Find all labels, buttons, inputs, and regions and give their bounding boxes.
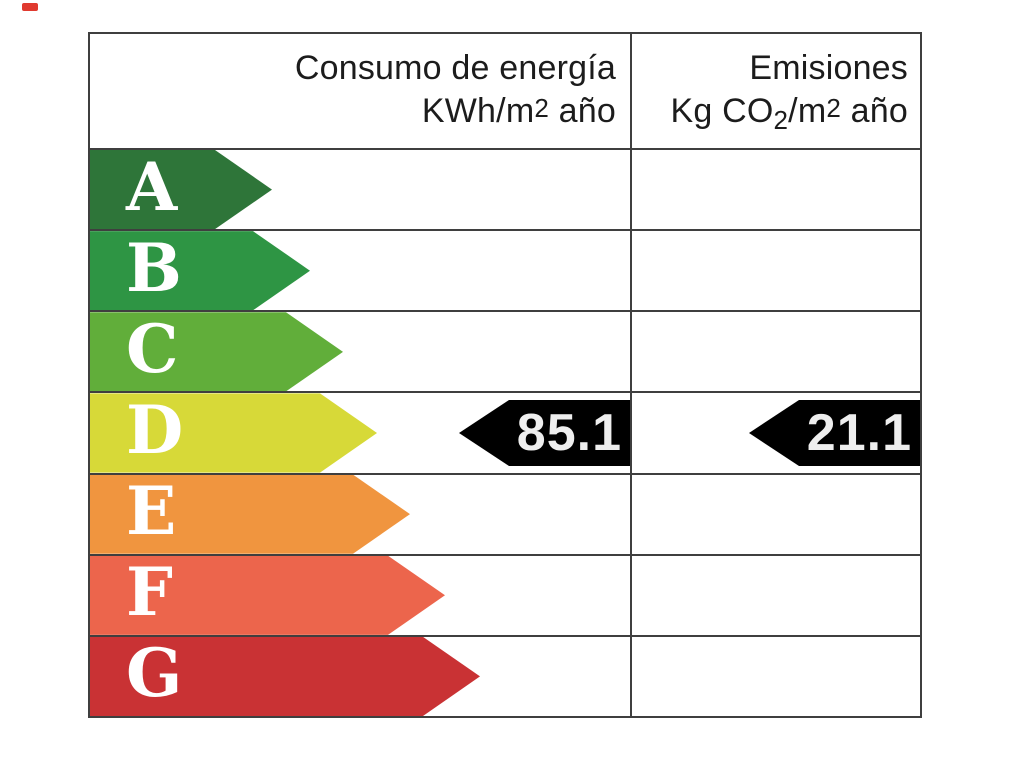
consumo-cell-b: B [90, 231, 630, 310]
rating-letter: D [126, 390, 184, 469]
rating-row-a: A [90, 148, 920, 230]
rating-letter: B [126, 228, 182, 307]
emisiones-cell-f [630, 555, 920, 635]
emisiones-header: Emisiones Kg CO2/m2 año [630, 34, 920, 148]
consumo-value: 85.1 [516, 403, 622, 462]
emisiones-cell-g [630, 636, 920, 716]
emisiones-value: 21.1 [806, 403, 912, 462]
emisiones-indicator-arrow: 21.1 [749, 399, 920, 466]
rating-arrow-e: E [90, 475, 410, 554]
rating-arrow-f: F [90, 556, 445, 635]
rating-letter: F [126, 553, 173, 632]
rating-arrow-g: G [90, 637, 480, 716]
rating-row-g: G [90, 634, 920, 716]
consumo-header: Consumo de energía KWh/m2 año [90, 34, 630, 148]
energy-rating-table: Consumo de energía KWh/m2 año Emisiones … [88, 32, 922, 718]
consumo-unit: KWh/m2 año [421, 92, 616, 130]
rating-letter: G [126, 634, 183, 713]
rating-letter: A [126, 147, 178, 226]
rating-row-e: E [90, 472, 920, 554]
rating-arrow-b: B [90, 231, 310, 310]
emisiones-cell-a [630, 150, 920, 230]
consumo-cell-c: C [90, 312, 630, 391]
consumo-indicator-arrow: 85.1 [459, 399, 630, 466]
rating-row-d: D 85.1 21.1 [90, 391, 920, 473]
corner-red-mark [22, 3, 38, 11]
rating-arrow-d: D [90, 393, 377, 472]
consumo-cell-f: F [90, 556, 630, 635]
rating-row-c: C [90, 310, 920, 392]
consumo-cell-e: E [90, 475, 630, 554]
rating-row-f: F [90, 553, 920, 635]
emisiones-cell-c [630, 312, 920, 392]
emisiones-cell-b [630, 231, 920, 311]
rating-arrow-c: C [90, 312, 343, 391]
table-header: Consumo de energía KWh/m2 año Emisiones … [90, 34, 920, 148]
emisiones-unit: Kg CO2/m2 año [670, 92, 908, 135]
rating-row-b: B [90, 229, 920, 311]
consumo-cell-a: A [90, 150, 630, 229]
rating-rows: A B C D 85.1 21.1 E F G [90, 148, 920, 716]
emisiones-title: Emisiones [749, 49, 908, 87]
emisiones-cell-e [630, 474, 920, 554]
consumo-cell-g: G [90, 637, 630, 716]
rating-letter: E [126, 472, 177, 551]
consumo-indicator-wrap: 85.1 [459, 393, 630, 472]
rating-arrow-a: A [90, 150, 272, 229]
emisiones-cell-d: 21.1 [630, 393, 920, 473]
consumo-title: Consumo de energía [294, 49, 616, 87]
rating-letter: C [126, 309, 179, 388]
consumo-cell-d: D 85.1 [90, 393, 630, 472]
